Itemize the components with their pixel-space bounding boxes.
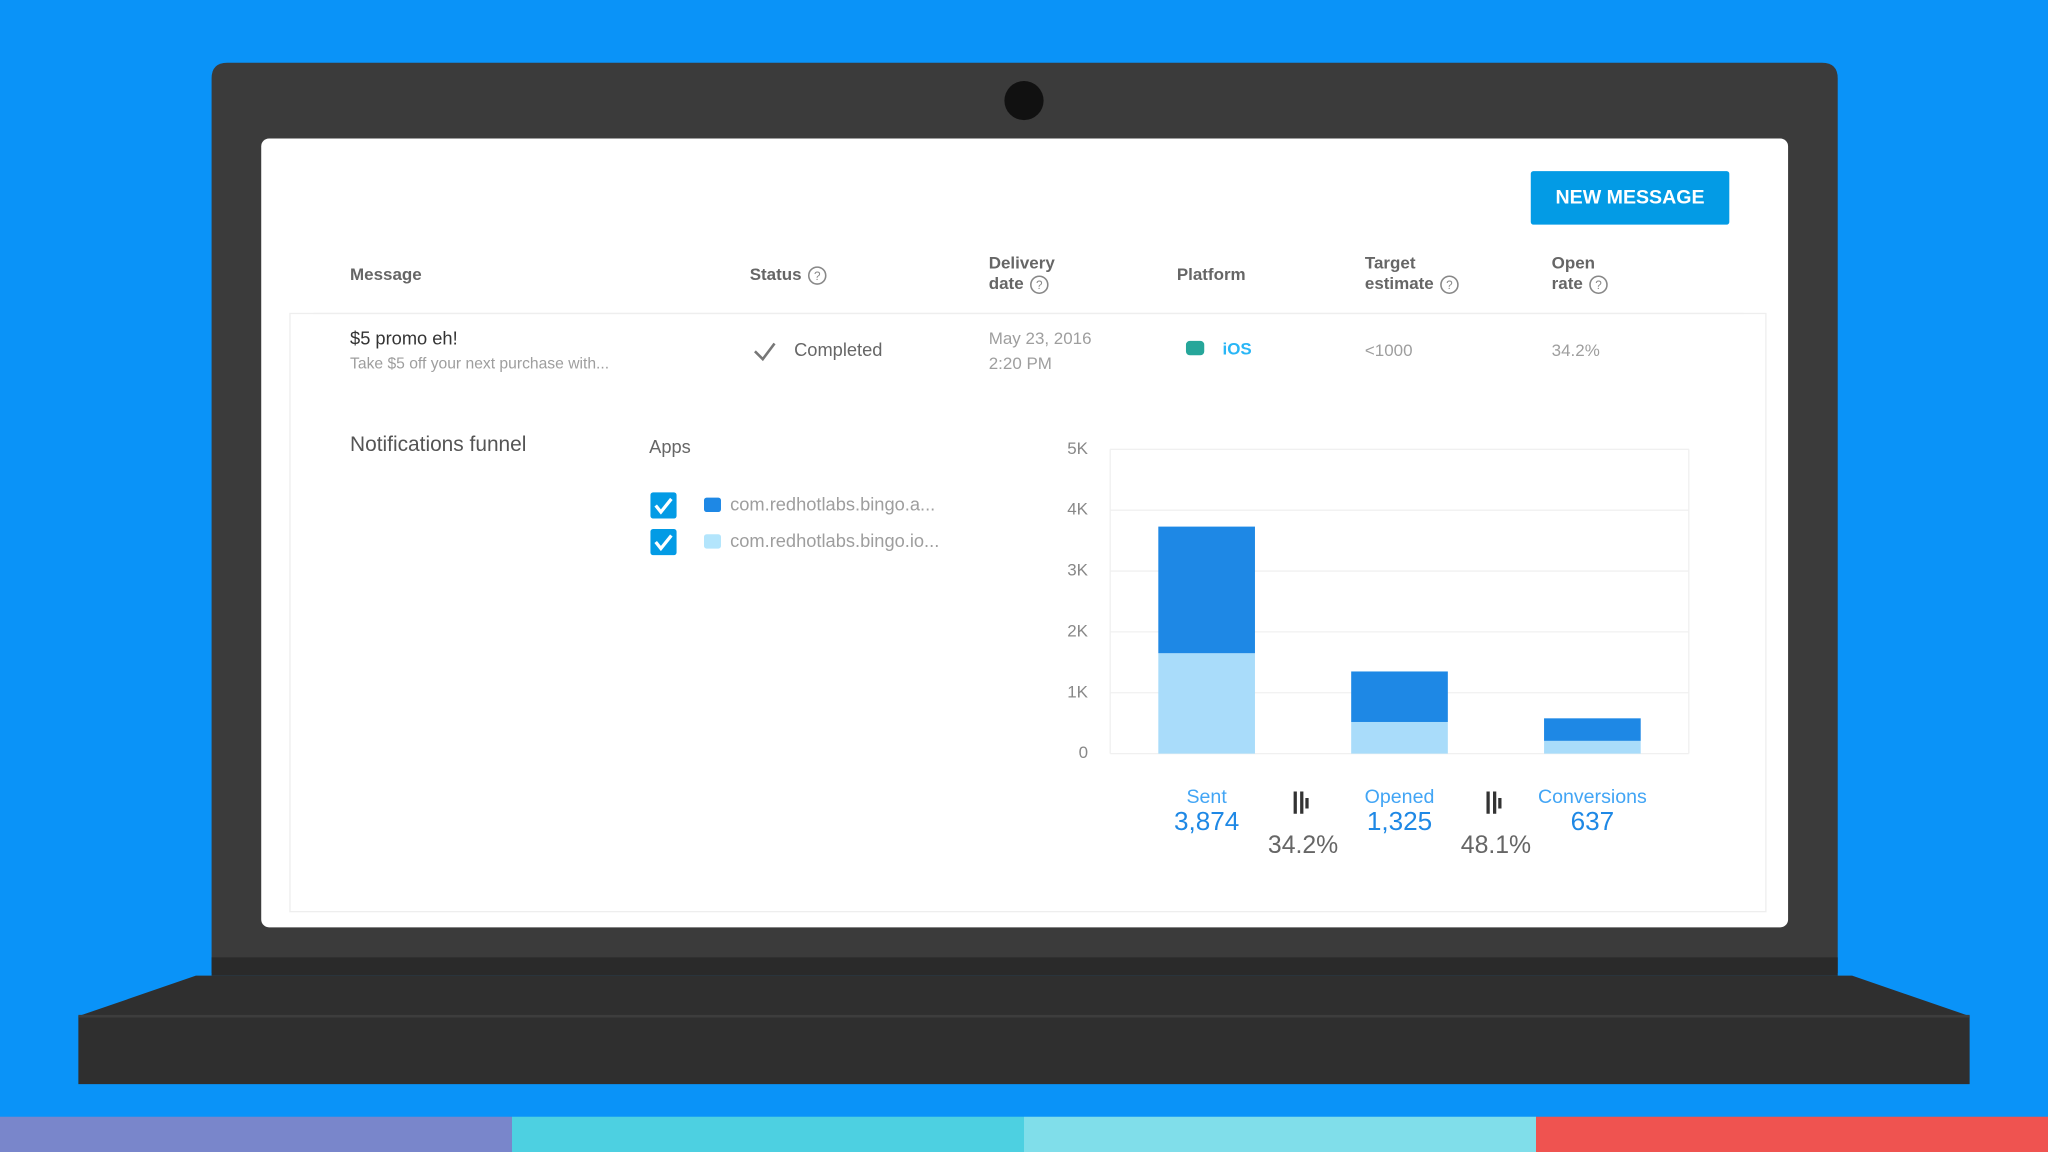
app-name: com.redhotlabs.bingo.a... xyxy=(730,493,935,514)
checkbox-mark[interactable] xyxy=(654,497,673,515)
checkbox[interactable] xyxy=(650,492,677,519)
bar-segment xyxy=(1158,526,1255,654)
button-label[interactable]: NEW MESSAGE xyxy=(1556,187,1705,209)
stripe xyxy=(1536,1116,2048,1152)
column-header: Open xyxy=(1552,253,1595,272)
conversion-rate: 48.1% xyxy=(1461,832,1531,859)
column-header: Platform xyxy=(1177,265,1246,284)
bar-segment xyxy=(1544,740,1641,754)
bar-segment xyxy=(1544,718,1641,741)
funnel-total: 3,874 xyxy=(1174,806,1239,836)
help-icon-mark: ? xyxy=(1595,279,1602,292)
column-header: Status xyxy=(750,265,802,284)
help-icon-mark: ? xyxy=(1446,279,1453,292)
y-tick-label: 5K xyxy=(1067,439,1088,458)
help-icon[interactable] xyxy=(807,266,827,285)
help-icon[interactable] xyxy=(1030,275,1049,295)
check-icon xyxy=(754,342,776,362)
x-tick-label: Conversions xyxy=(1538,786,1647,808)
bar-segment xyxy=(1351,721,1448,754)
message-subtitle: Take $5 off your next purchase with... xyxy=(350,356,609,373)
help-icon[interactable] xyxy=(1589,275,1608,295)
help-icon-mark: ? xyxy=(1036,279,1043,292)
y-tick-label: 0 xyxy=(1079,743,1088,762)
hinge xyxy=(211,957,1838,976)
stripe xyxy=(0,1116,512,1152)
x-tick-label: Opened xyxy=(1365,786,1435,808)
checkbox-mark[interactable] xyxy=(654,534,673,552)
card xyxy=(289,312,1767,913)
bar-segment xyxy=(1351,671,1448,722)
x-tick-label: Sent xyxy=(1186,786,1227,808)
column-header: Target xyxy=(1365,253,1416,272)
android-icon xyxy=(1185,340,1205,356)
laptop-base xyxy=(78,975,1970,1085)
column-header: date xyxy=(989,274,1024,293)
funnel-total: 1,325 xyxy=(1367,806,1432,836)
status: Completed xyxy=(794,339,882,360)
y-tick-label: 3K xyxy=(1067,561,1088,580)
y-tick-label: 1K xyxy=(1067,682,1088,701)
message-title: $5 promo eh! xyxy=(350,327,458,348)
conversion-rate: 34.2% xyxy=(1268,832,1338,859)
app-name: com.redhotlabs.bingo.io... xyxy=(730,530,939,551)
funnel-icon xyxy=(1486,791,1502,814)
open-rate: 34.2% xyxy=(1552,341,1600,360)
stripe xyxy=(1024,1116,1536,1152)
column-header: Message xyxy=(350,265,422,284)
platform: iOS xyxy=(1223,340,1252,359)
funnel-title: Notifications funnel xyxy=(350,433,526,456)
funnel-total: 637 xyxy=(1571,806,1615,836)
delivery-time: 2:20 PM xyxy=(989,354,1052,373)
column-header: estimate xyxy=(1365,274,1434,293)
app-icon xyxy=(704,534,721,549)
column-header: Delivery xyxy=(989,253,1056,272)
y-tick-label: 2K xyxy=(1067,621,1088,640)
delivery-date: May 23, 2016 xyxy=(989,329,1092,348)
app-icon xyxy=(704,497,721,512)
funnel-icon xyxy=(1293,791,1309,814)
apps-title: Apps xyxy=(649,436,691,457)
column-header: rate xyxy=(1552,274,1583,293)
help-icon[interactable] xyxy=(1440,275,1459,295)
stripe xyxy=(512,1116,1024,1152)
camera xyxy=(1004,80,1044,121)
bar-segment xyxy=(1158,653,1255,754)
y-tick-label: 4K xyxy=(1067,500,1088,519)
button-bg[interactable] xyxy=(1530,171,1730,225)
new-message-button[interactable]: NEW MESSAGE xyxy=(1530,171,1730,225)
target-estimate: <1000 xyxy=(1365,341,1413,360)
checkbox[interactable] xyxy=(650,528,677,556)
help-icon-mark: ? xyxy=(814,270,821,283)
